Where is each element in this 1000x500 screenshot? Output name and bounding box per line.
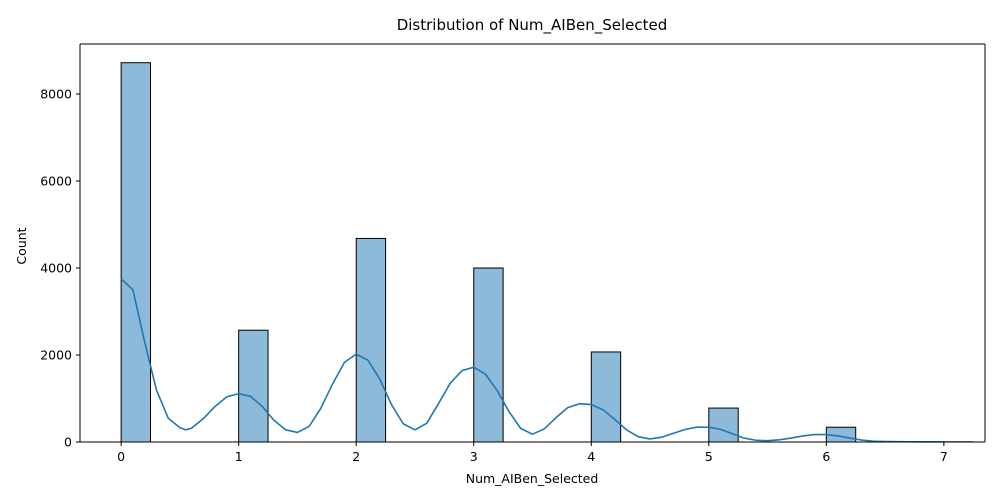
x-tick-label: 0 [117, 449, 125, 464]
histogram-bar-2 [355, 237, 387, 443]
y-tick-label: 2000 [40, 348, 72, 363]
axes: 0 1 2 3 4 5 6 7 0 2000 4000 6000 8000 [40, 43, 986, 464]
histogram-bar-1 [238, 329, 269, 443]
x-tick-label: 7 [940, 449, 948, 464]
x-axis-label: Num_AIBen_Selected [466, 471, 599, 486]
x-tick-label: 3 [470, 449, 478, 464]
y-tick-label: 0 [64, 435, 72, 450]
x-tick-label: 1 [235, 449, 243, 464]
histogram-bar-5 [708, 407, 739, 443]
y-tick-label: 4000 [40, 261, 72, 276]
y-axis-label: Count [14, 227, 29, 264]
histogram-bar-0 [120, 62, 152, 443]
x-tick-label: 2 [352, 449, 360, 464]
x-tick-label: 5 [705, 449, 713, 464]
y-tick-label: 8000 [40, 87, 72, 102]
x-tick-label: 6 [822, 449, 830, 464]
chart-title: Distribution of Num_AIBen_Selected [397, 16, 668, 35]
histogram-bar-4 [590, 351, 622, 443]
histogram-bar-3 [473, 267, 504, 443]
x-tick-label: 4 [587, 449, 595, 464]
y-tick-label: 6000 [40, 174, 72, 189]
kde-line [120, 278, 944, 443]
plot-area [120, 62, 974, 443]
